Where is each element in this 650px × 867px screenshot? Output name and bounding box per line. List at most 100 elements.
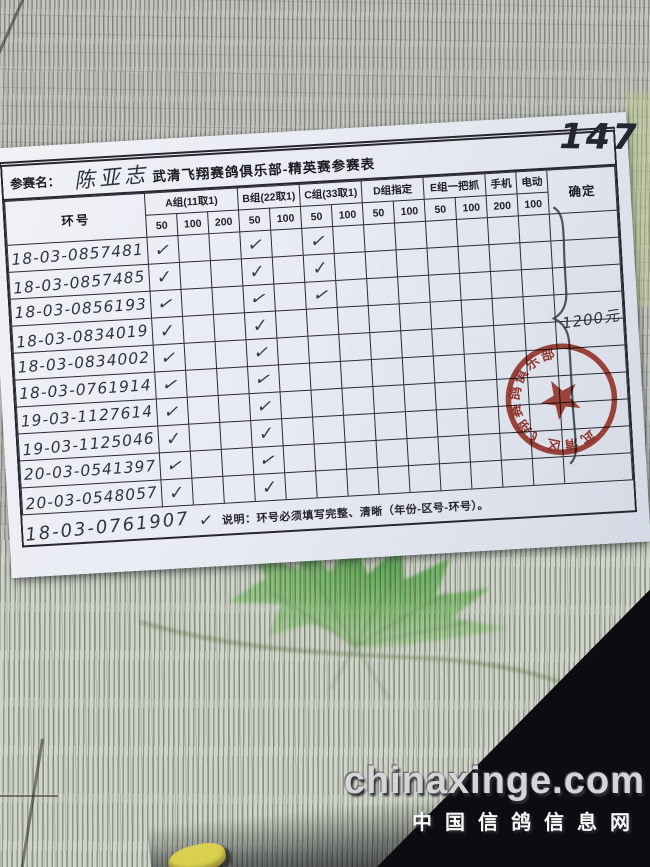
price-header: 50 [145, 213, 178, 238]
check-cell [346, 467, 380, 497]
ring-number-handwritten: 20-03-0541397 [23, 456, 157, 484]
check-cell [394, 221, 428, 250]
price-header: 100 [393, 199, 426, 224]
check-cell [284, 470, 318, 500]
check-cell [368, 303, 401, 333]
check-mark: ✓ [159, 346, 180, 368]
check-cell [219, 420, 253, 450]
check-cell [216, 366, 250, 396]
check-cell [437, 435, 471, 464]
check-cell [190, 449, 223, 479]
check-cell [492, 296, 525, 326]
check-cell [334, 251, 367, 281]
check-cell [427, 246, 460, 276]
check-cell [397, 275, 431, 304]
check-cell: ✓ [148, 262, 181, 292]
check-mark: ✓ [198, 510, 214, 531]
watermark-site-name: 中国信鸽信息网 [412, 812, 643, 834]
ring-number-handwritten: 18-03-0761914 [18, 375, 153, 403]
ring-number-handwritten: 18-03-0856193 [13, 294, 148, 322]
check-mark: ✓ [255, 395, 276, 417]
check-mark: ✓ [169, 481, 185, 503]
check-mark: ✓ [253, 313, 269, 336]
check-cell [369, 330, 403, 360]
check-cell [407, 436, 440, 466]
check-cell: ✓ [156, 397, 189, 426]
check-mark: ✓ [311, 256, 328, 279]
check-cell [272, 255, 305, 285]
price-header: 100 [455, 195, 488, 220]
check-cell [402, 355, 435, 385]
check-cell [461, 298, 494, 328]
check-mark: ✓ [259, 421, 275, 444]
check-cell [210, 258, 243, 288]
check-cell [396, 248, 429, 277]
price-header: 50 [300, 204, 333, 229]
check-cell: ✓ [239, 230, 273, 259]
check-cell [399, 302, 432, 331]
check-cell [372, 384, 406, 414]
check-cell: ✓ [304, 280, 338, 310]
ring-number-handwritten: 18-03-0834002 [16, 347, 151, 377]
check-cell [374, 411, 408, 441]
group-header-electric: 电动 [515, 170, 549, 194]
check-mark: ✓ [257, 448, 280, 471]
check-cell [462, 325, 496, 355]
check-mark: ✓ [252, 341, 273, 363]
check-cell [283, 444, 316, 473]
check-cell [221, 447, 254, 477]
check-cell [490, 269, 524, 299]
extra-ring-handwritten: 18-03-0761907 [24, 507, 191, 546]
entry-form-paper: 147 参赛名： 陈亚志 武清飞翔赛鸽俱乐部-精英赛参赛表 环号 [0, 112, 650, 579]
check-mark: ✓ [308, 230, 329, 251]
check-mark: ✓ [262, 475, 278, 498]
check-cell: ✓ [151, 316, 185, 346]
check-cell [218, 393, 251, 423]
check-mark: ✓ [164, 454, 187, 476]
check-cell [315, 469, 349, 498]
watermark: chinaxinge.com 中国信鸽信息网 [344, 760, 645, 835]
check-cell [408, 463, 442, 493]
check-cell: ✓ [303, 253, 336, 283]
check-mark: ✓ [155, 292, 178, 315]
check-cell [459, 271, 493, 301]
tile-groove [0, 795, 58, 797]
check-mark: ✓ [252, 368, 276, 390]
check-cell [456, 217, 489, 247]
check-cell [371, 357, 404, 387]
group-header-mobile: 手机 [484, 171, 518, 196]
price-header: 100 [331, 202, 364, 227]
check-cell [425, 219, 459, 249]
stamp-star [540, 380, 581, 421]
check-cell: ✓ [242, 284, 276, 313]
check-cell [337, 305, 370, 335]
check-cell [273, 282, 307, 312]
ring-number-handwritten: 19-03-1127614 [20, 401, 154, 431]
check-mark: ✓ [153, 239, 174, 260]
price-header: 50 [238, 208, 271, 232]
check-cell: ✓ [157, 424, 191, 453]
check-cell [309, 361, 342, 391]
price-header: 50 [362, 201, 395, 225]
check-cell [281, 417, 315, 446]
check-mark: ✓ [310, 283, 333, 306]
check-cell [487, 215, 520, 245]
check-cell [428, 273, 462, 303]
check-cell: ✓ [250, 418, 284, 448]
check-cell [458, 244, 491, 274]
check-cell [208, 231, 242, 261]
check-cell [191, 476, 225, 506]
price-header: 100 [176, 211, 209, 236]
check-cell [278, 363, 312, 392]
check-cell [431, 327, 465, 356]
check-cell: ✓ [301, 226, 335, 256]
check-cell [332, 224, 366, 254]
check-mark: ✓ [160, 319, 176, 342]
check-cell [470, 460, 503, 489]
check-cell [312, 415, 346, 445]
check-cell [464, 352, 497, 382]
check-cell: ✓ [150, 289, 183, 319]
price-header: 200 [207, 209, 240, 234]
check-cell [182, 314, 216, 344]
check-cell [345, 440, 378, 470]
